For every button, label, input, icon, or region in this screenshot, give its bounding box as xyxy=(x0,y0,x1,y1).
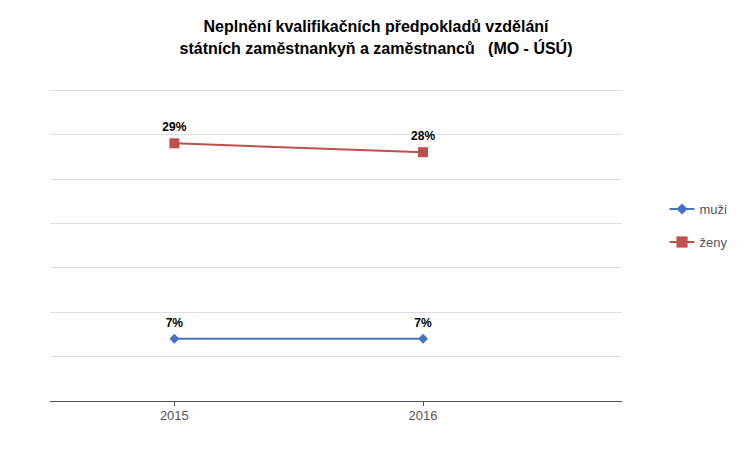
svg-text:státních zaměstnankyň a zaměst: státních zaměstnankyň a zaměstnanců (MO … xyxy=(180,39,573,57)
svg-text:Neplnění kvalifikačních předpo: Neplnění kvalifikačních předpokladů vzdě… xyxy=(204,18,550,35)
svg-text:7%: 7% xyxy=(414,316,432,330)
svg-text:2016: 2016 xyxy=(409,408,438,423)
svg-text:28%: 28% xyxy=(411,129,435,143)
svg-text:ženy: ženy xyxy=(700,235,728,250)
svg-text:7%: 7% xyxy=(166,316,184,330)
svg-text:2015: 2015 xyxy=(160,408,189,423)
svg-text:29%: 29% xyxy=(162,120,186,134)
svg-text:muži: muži xyxy=(700,202,728,217)
